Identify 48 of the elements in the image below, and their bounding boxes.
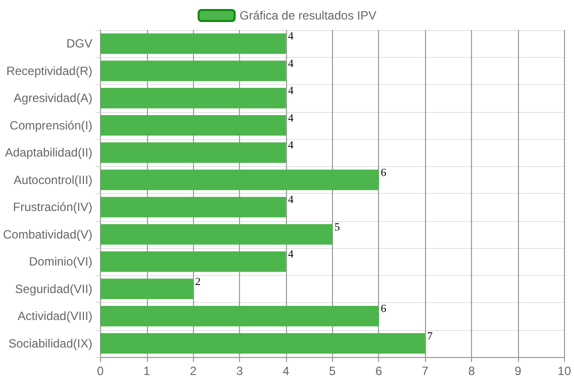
x-tick-label: 8	[468, 364, 476, 378]
data-label: 2	[195, 276, 201, 288]
data-label: 4	[288, 112, 294, 124]
bar	[100, 306, 379, 326]
data-label: 4	[288, 140, 294, 152]
x-tick-label: 4	[282, 364, 290, 378]
bar	[100, 142, 286, 163]
x-tick-label: 3	[236, 364, 244, 378]
bar	[100, 88, 286, 108]
bar	[100, 33, 286, 54]
data-label: 7	[427, 330, 434, 342]
data-label: 6	[380, 166, 387, 179]
data-label: 6	[380, 303, 387, 316]
bar	[100, 333, 426, 354]
y-tick-label: Actividad(VIII)	[18, 309, 92, 324]
data-label: 4	[288, 248, 294, 261]
y-tick-label: Combatividad(V)	[2, 227, 92, 242]
bar	[100, 251, 286, 272]
data-label: 4	[288, 194, 294, 206]
legend-label: Gráfica de resultados IPV	[240, 8, 376, 22]
bar	[100, 115, 286, 136]
x-tick-label: 1	[143, 364, 150, 378]
y-tick-label: Adaptabilidad(II)	[4, 146, 92, 160]
y-tick-label: Comprensión(I)	[10, 118, 92, 132]
y-tick-label: Agresividad(A)	[14, 91, 92, 106]
x-tick-label: 7	[422, 364, 429, 378]
data-label: 4	[288, 85, 294, 98]
y-tick-label: Dominio(VI)	[29, 254, 92, 269]
data-label: 4	[288, 30, 294, 43]
bar	[100, 224, 332, 245]
bar	[100, 196, 286, 218]
y-tick-label: DGV	[66, 36, 92, 51]
x-tick-label: 0	[97, 364, 104, 378]
x-tick-label: 5	[329, 364, 336, 378]
x-tick-label: 6	[375, 364, 382, 378]
bar	[100, 60, 286, 82]
y-tick-label: Frustración(IV)	[13, 200, 92, 214]
y-tick-label: Seguridad(VII)	[14, 282, 92, 296]
y-tick-label: Receptividad(R)	[6, 64, 92, 78]
bar	[100, 170, 379, 190]
data-label: 5	[334, 221, 340, 234]
x-tick-label: 9	[514, 364, 522, 378]
bar	[100, 278, 194, 300]
y-tick-label: Sociabilidad(IX)	[8, 336, 92, 350]
y-tick-label: Autocontrol(III)	[14, 172, 92, 187]
x-tick-label: 10	[558, 364, 572, 378]
x-tick-label: 2	[190, 364, 197, 378]
data-label: 4	[288, 58, 294, 70]
